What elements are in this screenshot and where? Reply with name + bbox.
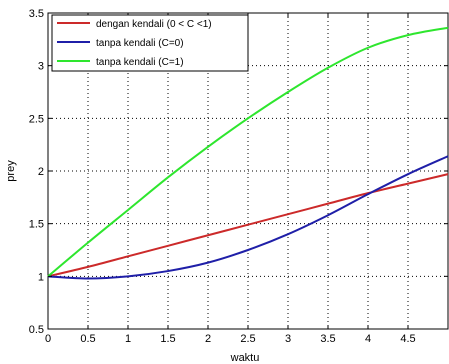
y-tick-label: 2 bbox=[38, 166, 44, 178]
series-group bbox=[47, 26, 449, 280]
series-line-0 bbox=[47, 173, 449, 278]
x-tick-label: 4.5 bbox=[400, 333, 415, 345]
x-tick-label: 2.5 bbox=[240, 333, 255, 345]
y-axis-ticks: 0.5 1 1.5 2 2.5 3 3.5 bbox=[29, 8, 448, 336]
y-tick-label: 1 bbox=[38, 271, 44, 283]
x-tick-label: 3.5 bbox=[320, 333, 335, 345]
x-tick-label: 0.5 bbox=[80, 333, 95, 345]
y-axis-label: prey bbox=[5, 160, 17, 182]
legend-label-series-1: tanpa kendali (C=0) bbox=[96, 38, 184, 49]
legend-label-series-0: dengan kendali (0 < C <1) bbox=[96, 19, 212, 30]
x-tick-label: 4 bbox=[365, 333, 371, 345]
y-tick-label: 3.5 bbox=[29, 8, 44, 20]
x-tick-label: 1 bbox=[125, 333, 131, 345]
x-tick-label: 0 bbox=[45, 333, 51, 345]
x-tick-label: 1.5 bbox=[160, 333, 175, 345]
series-line-2 bbox=[47, 26, 449, 278]
legend-label-series-2: tanpa kendali (C=1) bbox=[96, 57, 184, 68]
x-tick-label: 3 bbox=[285, 333, 291, 345]
legend: dengan kendali (0 < C <1) tanpa kendali … bbox=[51, 14, 249, 72]
x-axis-label: waktu bbox=[230, 352, 260, 364]
y-tick-label: 3 bbox=[38, 61, 44, 73]
y-tick-label: 1.5 bbox=[29, 219, 44, 231]
y-tick-label: 2.5 bbox=[29, 113, 44, 125]
y-tick-label: 0.5 bbox=[29, 324, 44, 336]
x-axis-ticks: 0 0.5 1 1.5 2 2.5 3 3.5 4 4.5 bbox=[45, 13, 416, 345]
x-tick-label: 2 bbox=[205, 333, 211, 345]
series-line-1 bbox=[47, 155, 449, 280]
